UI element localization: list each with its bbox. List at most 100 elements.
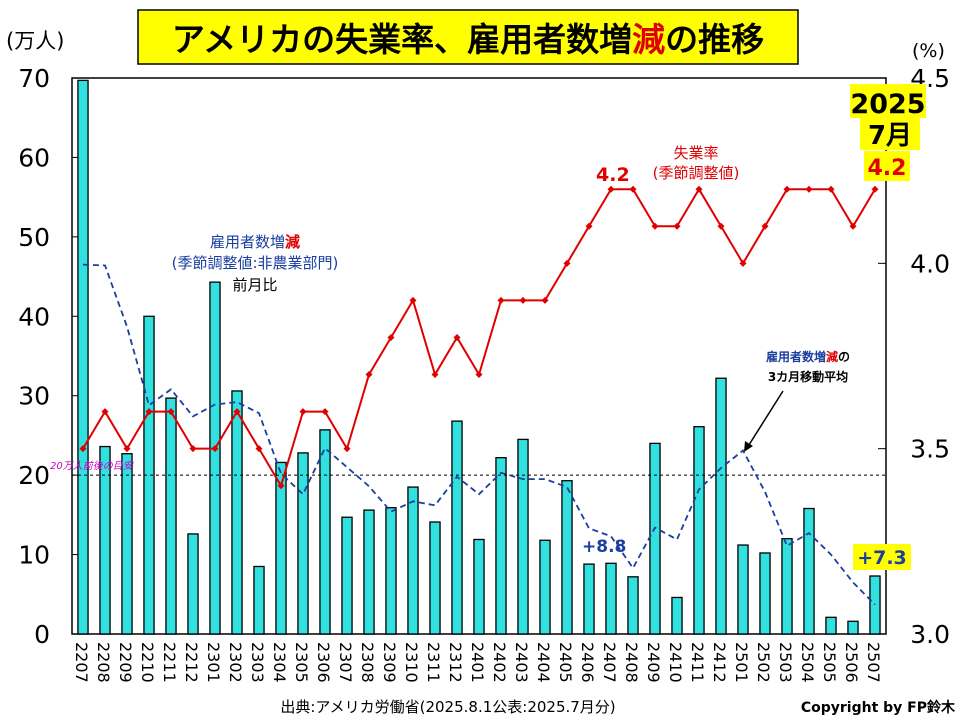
bar-2501 xyxy=(737,544,749,635)
value-label-2406: +8.8 xyxy=(582,537,626,557)
bar-2207 xyxy=(77,79,89,635)
x-label-2209: 2209 xyxy=(116,642,135,683)
unemp-point-2211 xyxy=(167,408,175,416)
x-label-2412: 2412 xyxy=(710,642,729,683)
bar-2209 xyxy=(121,453,133,635)
bar-series xyxy=(77,79,881,635)
source-note: 出典:アメリカ労働省(2025.8.1公表:2025.7月分) xyxy=(280,698,615,716)
x-label-2406: 2406 xyxy=(578,642,597,683)
unemp-peak-label: 4.2 xyxy=(596,164,630,186)
x-label-2410: 2410 xyxy=(666,642,685,683)
x-label-2309: 2309 xyxy=(380,642,399,683)
x-label-2501: 2501 xyxy=(732,642,751,683)
bar-2507 xyxy=(869,575,881,635)
bar-2311 xyxy=(429,521,441,635)
bar-2404 xyxy=(539,539,551,635)
left-tick-label: 0 xyxy=(34,620,50,649)
left-tick-label: 60 xyxy=(18,143,50,172)
unemp-point-2408 xyxy=(629,185,637,193)
bar-2412 xyxy=(715,377,727,635)
unemp-point-2401 xyxy=(475,371,483,379)
bar-2308 xyxy=(363,509,375,635)
right-tick-label: 4.0 xyxy=(910,249,950,278)
latest-month: 7月 xyxy=(868,121,912,151)
unemp-point-2210 xyxy=(145,408,153,416)
unemp-point-2308 xyxy=(365,371,373,379)
copyright: Copyright by FP鈴木 xyxy=(801,699,956,716)
x-label-2208: 2208 xyxy=(94,642,113,683)
bar-2401 xyxy=(473,538,485,635)
x-label-2308: 2308 xyxy=(358,642,377,683)
chart-title: アメリカの失業率、雇用者数増減の推移 xyxy=(172,20,764,59)
unemp-point-2306 xyxy=(321,408,329,416)
bar-2310 xyxy=(407,486,419,635)
left-tick-label: 70 xyxy=(18,64,50,93)
bar-2408 xyxy=(627,576,639,635)
latest-year: 2025 xyxy=(850,89,925,120)
left-tick-label: 10 xyxy=(18,541,50,570)
unemp-series-label-2: (季節調整値) xyxy=(653,164,740,182)
title-box xyxy=(137,9,799,65)
x-label-2401: 2401 xyxy=(468,642,487,683)
bar-2312 xyxy=(451,420,463,635)
unemp-point-2507 xyxy=(871,185,879,193)
unemp-point-2501 xyxy=(739,259,747,267)
unemp-point-2208 xyxy=(101,408,109,416)
bar-2309 xyxy=(385,507,397,635)
unemp-point-2409 xyxy=(651,222,659,230)
unemp-point-2502 xyxy=(761,222,769,230)
unemp-point-2311 xyxy=(431,371,439,379)
x-label-2211: 2211 xyxy=(160,642,179,683)
x-label-2505: 2505 xyxy=(820,642,839,683)
bar-2503 xyxy=(781,538,793,635)
x-label-2405: 2405 xyxy=(556,642,575,683)
unemp-point-2404 xyxy=(541,296,549,304)
unemp-point-2402 xyxy=(497,296,505,304)
x-label-2411: 2411 xyxy=(688,642,707,683)
title-part-2: の推移 xyxy=(665,20,764,59)
bar-2306 xyxy=(319,429,331,635)
unemp-point-2406 xyxy=(585,222,593,230)
benchmark-label: 20万人前後の目安 xyxy=(50,460,134,472)
bar-2210 xyxy=(143,315,155,635)
x-label-2312: 2312 xyxy=(446,642,465,683)
x-label-2207: 2207 xyxy=(72,642,91,683)
unemp-point-2504 xyxy=(805,185,813,193)
left-axis-unit: (万人) xyxy=(6,29,64,53)
bar-2208 xyxy=(99,445,111,635)
unemp-point-2407 xyxy=(607,185,615,193)
latest-value-box xyxy=(864,151,910,181)
x-label-2310: 2310 xyxy=(402,642,421,683)
title-part-1: アメリカの失業率、雇用者数増 xyxy=(172,20,632,59)
unemp-point-2410 xyxy=(673,222,681,230)
bar-2304 xyxy=(275,461,287,635)
x-label-2306: 2306 xyxy=(314,642,333,683)
bar-2502 xyxy=(759,552,771,635)
moving-average-series xyxy=(82,263,876,606)
unemp-point-2505 xyxy=(827,185,835,193)
x-label-2504: 2504 xyxy=(798,642,817,683)
latest-year-box xyxy=(850,84,926,118)
x-label-2502: 2502 xyxy=(754,642,773,683)
bar-2405 xyxy=(561,480,573,635)
unemp-point-2307 xyxy=(343,445,351,453)
ma-label-1: 雇用者数増減の xyxy=(766,349,850,364)
x-label-2303: 2303 xyxy=(248,642,267,683)
unemp-point-2305 xyxy=(299,408,307,416)
unemployment-line xyxy=(82,187,876,489)
bar-2505 xyxy=(825,616,837,635)
unemp-point-2411 xyxy=(695,185,703,193)
x-label-2507: 2507 xyxy=(864,642,883,683)
unemp-point-2412 xyxy=(717,222,725,230)
unemp-point-2302 xyxy=(233,408,241,416)
bar-2212 xyxy=(187,533,199,635)
x-label-2404: 2404 xyxy=(534,642,553,683)
unemp-point-2212 xyxy=(189,445,197,453)
x-label-2402: 2402 xyxy=(490,642,509,683)
bar-2402 xyxy=(495,457,507,635)
right-axis: 3.03.54.04.5 xyxy=(878,64,950,649)
unemp-point-2310 xyxy=(409,296,417,304)
bars-label-1: 雇用者数増減 xyxy=(210,233,300,251)
title-highlight: 減 xyxy=(632,20,665,59)
x-label-2302: 2302 xyxy=(226,642,245,683)
